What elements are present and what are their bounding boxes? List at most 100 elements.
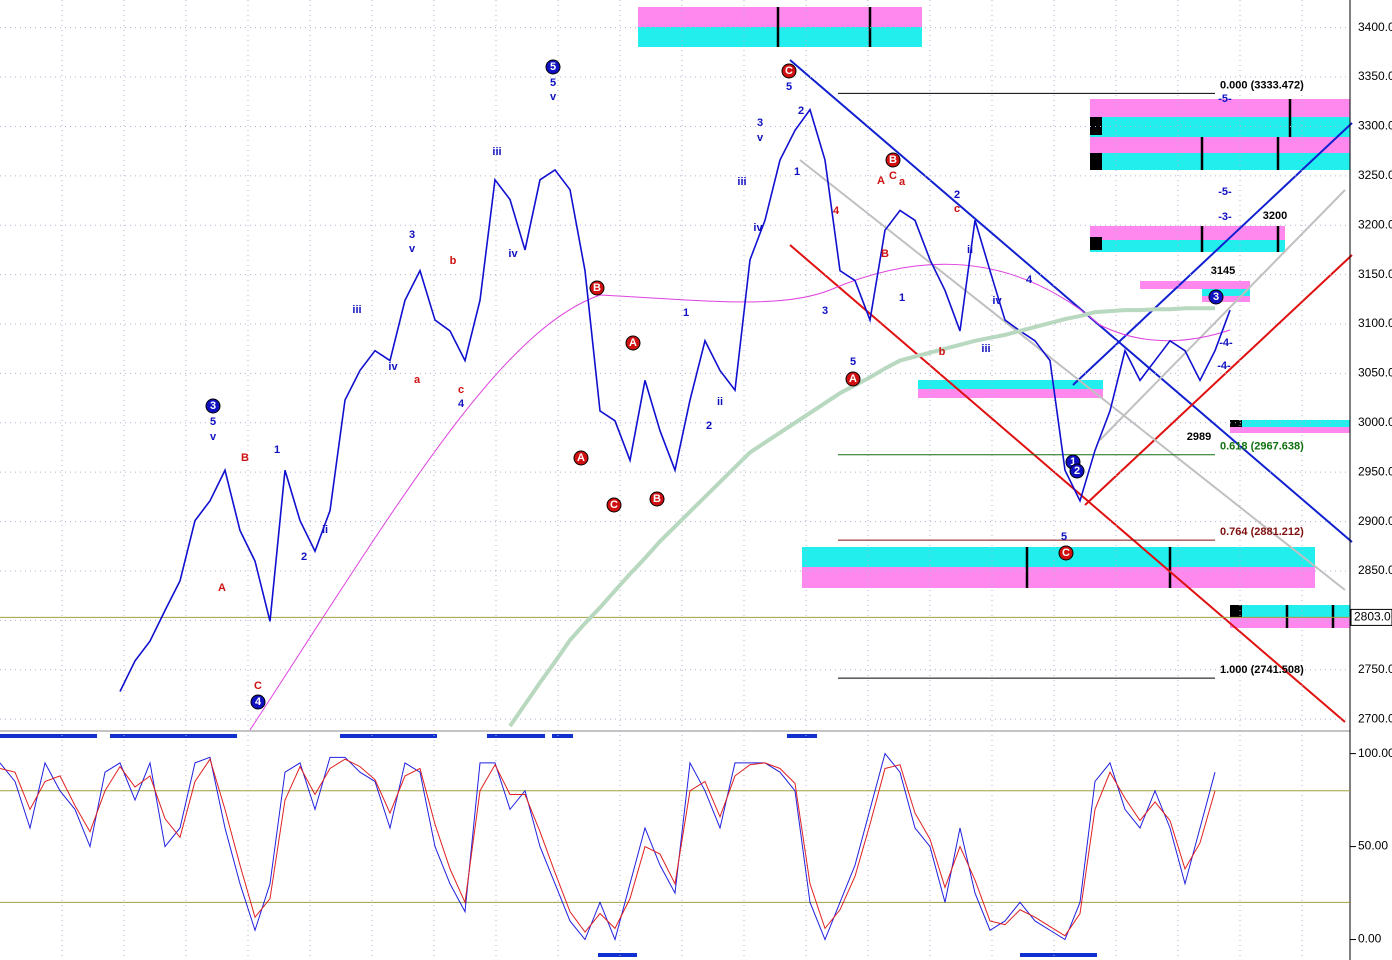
wave-label: C	[785, 65, 793, 77]
wave-label: -5-	[1218, 93, 1232, 105]
wave-marker	[573, 450, 589, 466]
fib-label: 0.618 (2967.638)	[1220, 441, 1304, 453]
zone	[1090, 117, 1350, 137]
series-line	[0, 758, 1216, 937]
wave-marker	[589, 280, 605, 296]
marker	[1090, 153, 1102, 170]
wave-label: 3200	[1263, 210, 1287, 222]
wave-label: 1	[274, 444, 280, 456]
fib-label: 1.000 (2741.508)	[1220, 664, 1304, 676]
wave-marker	[885, 152, 901, 168]
wave-label: iii	[737, 176, 746, 188]
y-tick-label: 3400.00	[1358, 20, 1392, 34]
wave-label: B	[881, 248, 889, 260]
wave-marker	[606, 497, 622, 513]
zone	[1140, 281, 1250, 289]
wave-label: B	[653, 493, 661, 505]
zone	[1202, 296, 1250, 302]
wave-label: C	[889, 170, 897, 182]
wave-label: 3	[409, 229, 415, 241]
y-tick-label: 0.00	[1358, 932, 1382, 946]
wave-marker	[781, 63, 797, 79]
zone	[1202, 289, 1250, 296]
wave-label: a	[414, 374, 421, 386]
fib-label: 0.764 (2881.212)	[1220, 526, 1304, 538]
zone	[1230, 605, 1350, 617]
y-tick-label: 2750.00	[1358, 662, 1392, 676]
wave-label: v	[210, 431, 217, 443]
wave-label: B	[889, 154, 897, 166]
y-tick-label: 3100.00	[1358, 316, 1392, 330]
wave-label: 5	[550, 61, 556, 73]
wave-label: 5	[850, 356, 856, 368]
wave-label: -3-	[1218, 211, 1232, 223]
y-tick-label: 3150.00	[1358, 267, 1392, 281]
wave-label: 2	[1074, 465, 1080, 477]
wave-label: ii	[717, 396, 723, 408]
signal-bars	[0, 734, 1097, 957]
zone-ticks	[776, 7, 1335, 628]
wave-marker	[1069, 463, 1085, 479]
wave-marker	[845, 371, 861, 387]
wave-label: 4	[458, 398, 465, 410]
wave-label: -4-	[1219, 337, 1233, 349]
wave-label: 2989	[1187, 431, 1211, 443]
wave-label: -4-	[1217, 360, 1231, 372]
wave-label: 4	[833, 205, 840, 217]
y-tick-label: 3000.00	[1358, 415, 1392, 429]
marker	[1230, 605, 1242, 617]
wave-label: iv	[992, 295, 1002, 307]
zone	[1230, 420, 1350, 427]
wave-label: B	[593, 282, 601, 294]
wave-label: v	[550, 91, 557, 103]
series-line	[508, 306, 1215, 728]
wave-label: A	[877, 175, 885, 187]
y-tick-label: 3300.00	[1358, 119, 1392, 133]
wave-marker	[625, 335, 641, 351]
wave-marker	[649, 491, 665, 507]
wave-marker	[1208, 289, 1224, 305]
wave-label: 1	[794, 166, 800, 178]
wave-label: A	[577, 452, 585, 464]
wave-label: c	[954, 203, 960, 215]
wave-label: 4	[255, 696, 262, 708]
wave-label: 1	[683, 307, 689, 319]
level-label: 2803.0	[1354, 610, 1391, 624]
decorations	[0, 0, 1353, 960]
wave-label: 3	[822, 305, 828, 317]
wave-label: a	[899, 176, 906, 188]
y-tick-label: 100.00	[1358, 746, 1392, 760]
wave-marker	[205, 398, 221, 414]
trendlines	[249, 59, 1353, 731]
wave-label: 5	[210, 416, 216, 428]
wave-label: A	[629, 337, 637, 349]
wave-label: C	[254, 680, 262, 692]
wave-label: 2	[301, 551, 307, 563]
wave-label: 3	[1213, 291, 1219, 303]
wave-label: iii	[981, 343, 990, 355]
wave-label: ii	[322, 524, 328, 536]
wave-label: c	[458, 384, 464, 396]
marker	[1090, 237, 1102, 250]
wave-label: 2	[954, 189, 960, 201]
zone	[1090, 137, 1350, 153]
wave-label: 5	[1061, 531, 1067, 543]
wave-label: C	[610, 499, 618, 511]
y-tick-label: 2850.00	[1358, 563, 1392, 577]
y-tick-label: 2950.00	[1358, 464, 1392, 478]
y-tick-label: 2700.00	[1358, 711, 1392, 725]
wave-label: A	[849, 373, 857, 385]
wave-label: 3	[210, 400, 216, 412]
y-tick-label: 3350.00	[1358, 69, 1392, 83]
wave-label: C	[1062, 547, 1070, 559]
wave-label: b	[450, 255, 457, 267]
zone	[638, 7, 922, 27]
wave-label: ii	[967, 244, 973, 256]
y-tick-label: 50.00	[1358, 839, 1388, 853]
wave-label: B	[241, 452, 249, 464]
wave-label: iv	[508, 248, 518, 260]
zone	[1230, 617, 1350, 628]
zone	[1090, 99, 1350, 117]
zone	[638, 27, 922, 47]
wave-marker	[250, 694, 266, 710]
